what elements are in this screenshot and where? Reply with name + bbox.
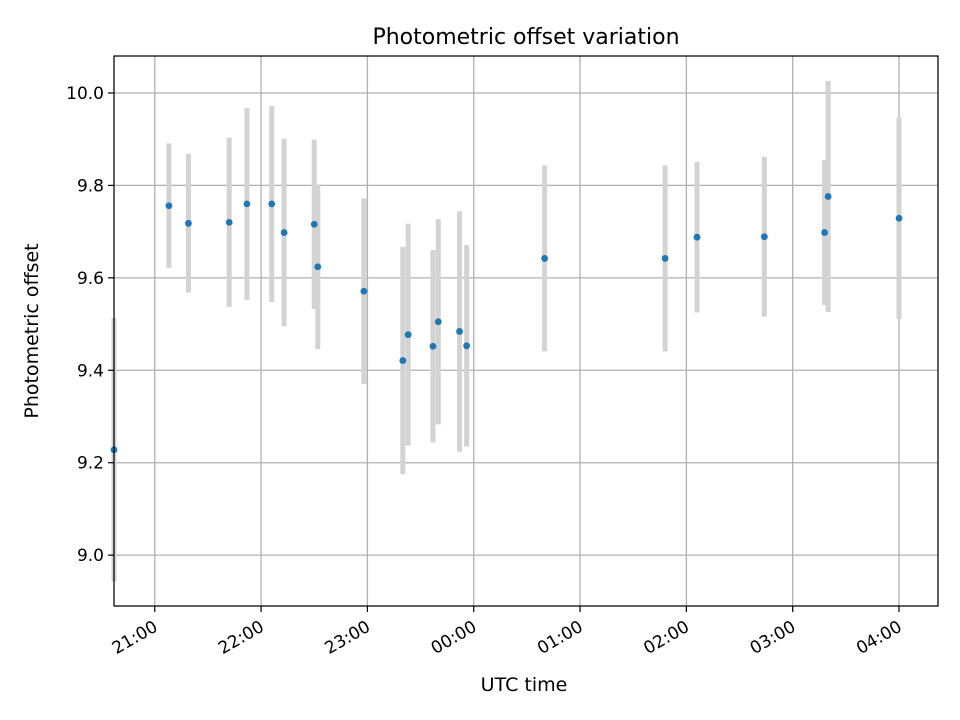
- data-point: [185, 219, 192, 227]
- chart-title: Photometric offset variation: [372, 25, 679, 50]
- data-point: [661, 255, 669, 262]
- y-tick-label: 9.8: [77, 176, 104, 196]
- data-point: [280, 229, 288, 236]
- data-point: [541, 255, 549, 262]
- y-tick-label: 9.2: [77, 454, 104, 474]
- data-point: [360, 287, 368, 295]
- data-point: [693, 233, 701, 241]
- data-point: [165, 202, 173, 210]
- plot-frame: [113, 55, 939, 607]
- data-points: [110, 193, 903, 454]
- data-point: [456, 328, 463, 335]
- data-point: [895, 214, 903, 222]
- y-tick-label: 9.0: [77, 546, 104, 566]
- data-point: [434, 318, 442, 326]
- data-point: [824, 193, 832, 200]
- data-point: [463, 342, 471, 350]
- data-point: [821, 229, 828, 236]
- y-axis-label: Photometric offset: [21, 243, 43, 418]
- data-point: [243, 200, 251, 208]
- data-point: [404, 331, 412, 339]
- data-point: [268, 200, 276, 208]
- y-tick-label: 9.6: [77, 269, 104, 289]
- data-point: [429, 342, 437, 350]
- plot-area-background: [114, 56, 938, 606]
- y-tick-label: 10.0: [66, 84, 104, 104]
- y-tick-label: 9.4: [77, 361, 104, 381]
- data-point: [310, 220, 318, 228]
- data-point: [225, 218, 233, 226]
- data-point: [760, 233, 768, 241]
- x-axis-label: UTC time: [481, 674, 568, 696]
- data-point: [314, 263, 322, 271]
- data-point: [399, 357, 407, 364]
